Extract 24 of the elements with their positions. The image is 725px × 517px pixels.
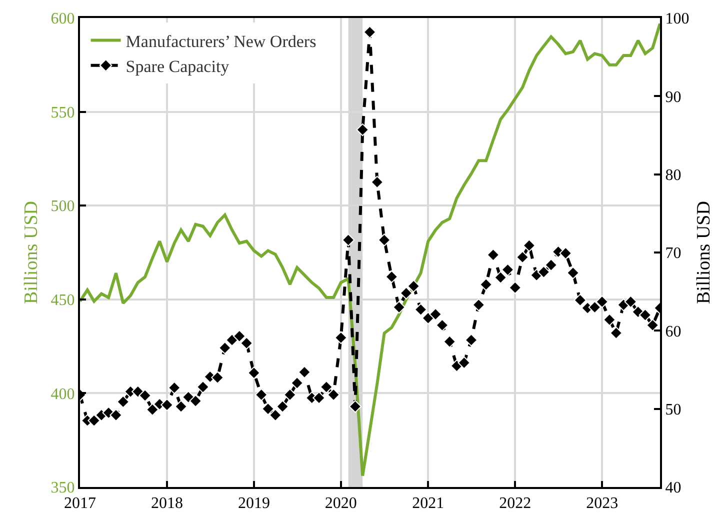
y-tick-label: 450 xyxy=(50,292,75,309)
x-tick-label: 2017 xyxy=(64,495,96,512)
y-tick-label: 400 xyxy=(50,386,75,403)
y-tick-label: 550 xyxy=(50,104,75,122)
y2-tick-label: 100 xyxy=(665,10,690,28)
y2-tick-label: 80 xyxy=(665,166,682,184)
x-tick-label: 2021 xyxy=(412,495,444,512)
x-tick-label: 2022 xyxy=(499,495,532,512)
y2-tick-label: 40 xyxy=(665,480,682,497)
x-tick-label: 2019 xyxy=(238,495,270,512)
x-tick-label: 2023 xyxy=(586,495,618,512)
y2-tick-label: 70 xyxy=(665,245,682,262)
y2-tick-label: 60 xyxy=(665,323,682,340)
y2-axis-title: Billions USD xyxy=(694,201,714,304)
y-axis-title: Billions USD xyxy=(21,201,42,304)
y2-tick-label: 90 xyxy=(665,88,682,106)
x-tick-label: 2020 xyxy=(324,495,357,512)
legend-label: Spare Capacity xyxy=(126,56,230,76)
x-tick-label: 2018 xyxy=(150,495,183,512)
y-tick-label: 600 xyxy=(50,10,75,28)
y-tick-label: 500 xyxy=(50,198,75,216)
y2-tick-label: 50 xyxy=(665,401,682,418)
legend-label: Manufacturers’ New Orders xyxy=(126,32,316,51)
y-tick-label: 350 xyxy=(50,480,75,497)
